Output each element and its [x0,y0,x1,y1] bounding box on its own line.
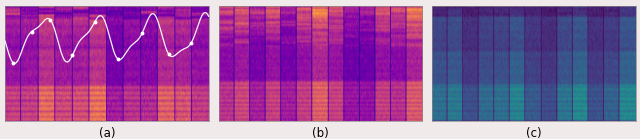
Text: (b): (b) [312,127,329,139]
Text: (c): (c) [526,127,541,139]
Text: (a): (a) [99,127,115,139]
